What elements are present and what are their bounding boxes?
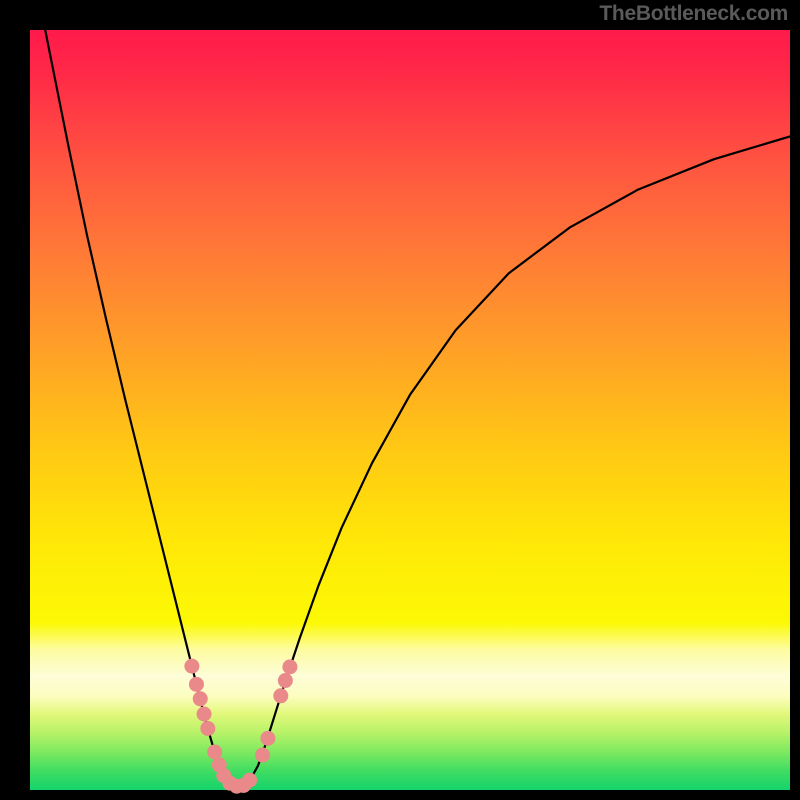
data-marker	[242, 773, 257, 788]
data-marker	[273, 688, 288, 703]
data-marker	[207, 745, 222, 760]
data-marker	[260, 731, 275, 746]
watermark-text: TheBottleneck.com	[599, 2, 788, 26]
data-marker	[282, 659, 297, 674]
data-marker	[197, 707, 212, 722]
data-marker	[200, 721, 215, 736]
data-marker	[184, 659, 199, 674]
data-marker	[255, 748, 270, 763]
data-marker	[189, 677, 204, 692]
bottleneck-curve-chart	[0, 0, 800, 800]
data-marker	[193, 691, 208, 706]
chart-container: TheBottleneck.com	[0, 0, 800, 800]
plot-background	[30, 30, 790, 790]
data-marker	[278, 673, 293, 688]
